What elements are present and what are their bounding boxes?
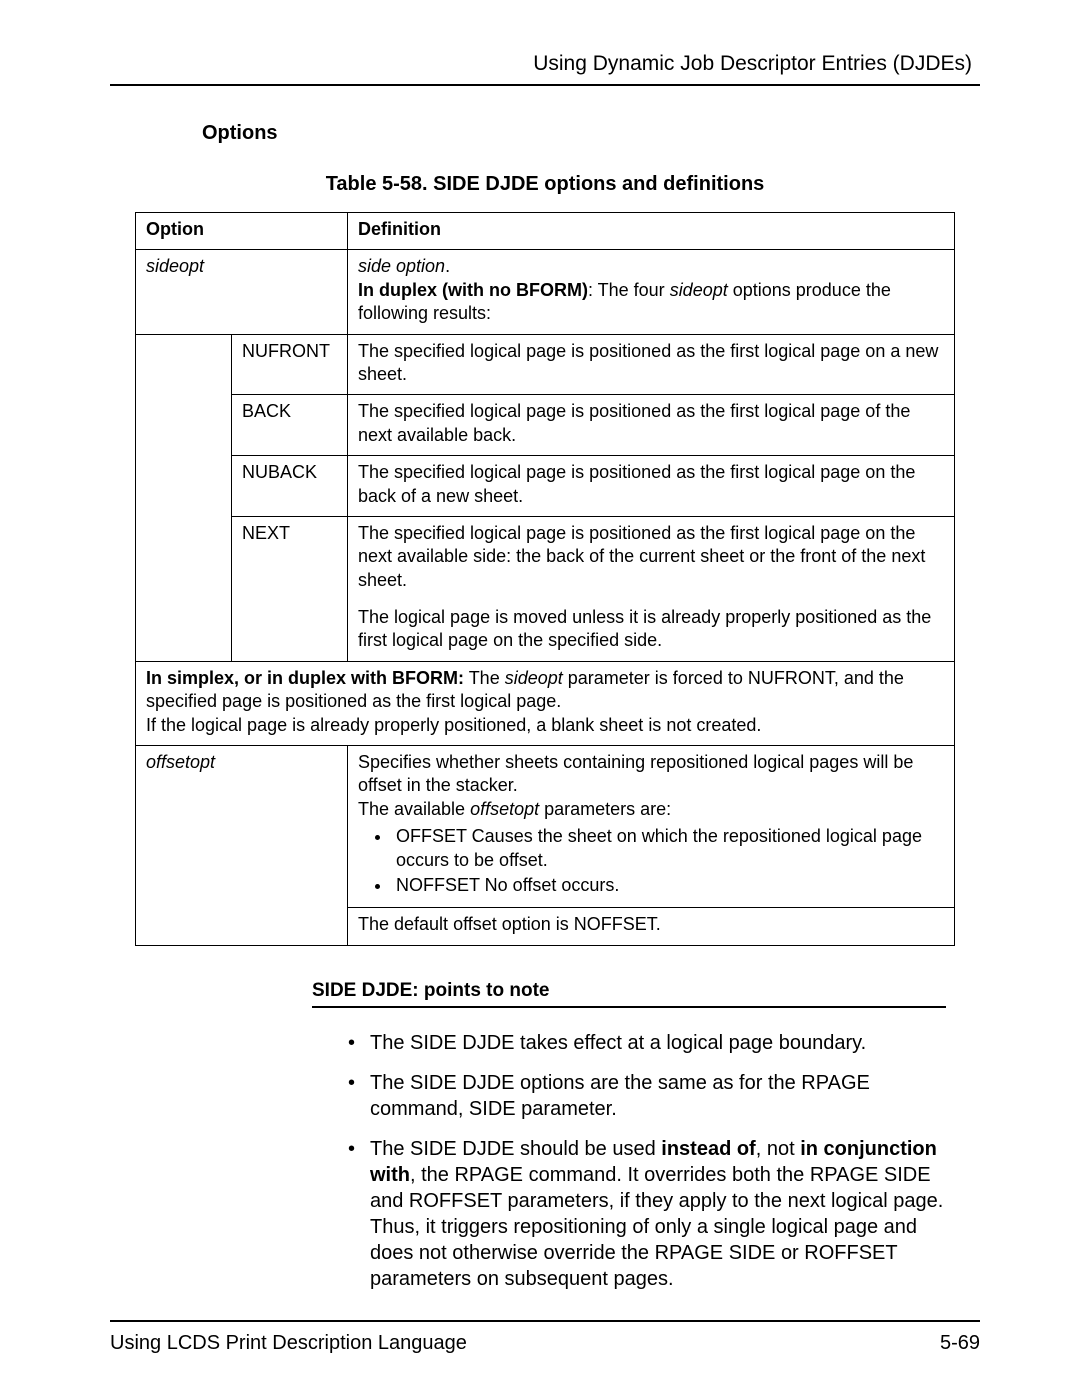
table-row-sideopt: sideopt side option. In duplex (with no … — [136, 250, 955, 334]
cell-sideopt-name: sideopt — [136, 250, 348, 334]
table-caption: Table 5-58. SIDE DJDE options and defini… — [110, 173, 980, 196]
document-page: Using Dynamic Job Descriptor Entries (DJ… — [0, 0, 1080, 1397]
sideopt-def-bold: In duplex (with no BFORM) — [358, 280, 588, 300]
cell-next-def: The specified logical page is positioned… — [348, 516, 955, 661]
cell-offsetopt-def2: The default offset option is NOFFSET. — [348, 908, 955, 945]
cell-sideopt-def: side option. In duplex (with no BFORM): … — [348, 250, 955, 334]
table-row: NUFRONT The specified logical page is po… — [136, 334, 955, 395]
table-row-offsetopt: offsetopt Specifies whether sheets conta… — [136, 746, 955, 908]
cell-next-name: NEXT — [232, 516, 348, 661]
offsetopt-p1b-post: parameters are: — [539, 799, 671, 819]
offsetopt-p1a: Specifies whether sheets containing repo… — [358, 752, 913, 795]
cell-subopt-name: NUBACK — [232, 456, 348, 517]
cell-subopt-def: The specified logical page is positioned… — [348, 334, 955, 395]
sideopt-def-tail-a: : The four — [588, 280, 670, 300]
cell-offsetopt-def1: Specifies whether sheets containing repo… — [348, 746, 955, 908]
table-row: NUBACK The specified logical page is pos… — [136, 456, 955, 517]
item3-b1: instead of — [661, 1138, 755, 1160]
section-heading-options: Options — [202, 122, 980, 145]
sideopt-def-tail-italic: sideopt — [670, 280, 733, 300]
options-table: Option Definition sideopt side option. I… — [135, 212, 955, 946]
page-header: Using Dynamic Job Descriptor Entries (DJ… — [110, 52, 980, 86]
table-head-row: Option Definition — [136, 213, 955, 250]
item3-post: , the RPAGE command. It overrides both t… — [370, 1164, 943, 1290]
item3-pre: The SIDE DJDE should be used — [370, 1138, 661, 1160]
footer-left: Using LCDS Print Description Language — [110, 1332, 467, 1355]
simplex-italic: sideopt — [505, 668, 563, 688]
sideopt-def-italic: side option — [358, 256, 445, 276]
points-heading-wrap: SIDE DJDE: points to note — [312, 980, 946, 1008]
offsetopt-p1b-pre: The available — [358, 799, 470, 819]
footer-right: 5-69 — [940, 1332, 980, 1355]
next-p2: The logical page is moved unless it is a… — [358, 606, 944, 653]
points-heading: SIDE DJDE: points to note — [312, 980, 946, 1008]
offsetopt-p1b-italic: offsetopt — [470, 799, 539, 819]
cell-simplex: In simplex, or in duplex with BFORM: The… — [136, 661, 955, 745]
table-row-next: NEXT The specified logical page is posit… — [136, 516, 955, 661]
cell-offsetopt-name: offsetopt — [136, 746, 348, 946]
simplex-bold: In simplex, or in duplex with BFORM: — [146, 668, 464, 688]
page-footer: Using LCDS Print Description Language 5-… — [110, 1320, 980, 1355]
next-p1: The specified logical page is positioned… — [358, 522, 944, 592]
simplex-a: The — [464, 668, 505, 688]
list-item: The SIDE DJDE options are the same as fo… — [342, 1070, 946, 1122]
table-row: BACK The specified logical page is posit… — [136, 395, 955, 456]
list-item: NOFFSET No offset occurs. — [392, 874, 944, 897]
item3-mid: , not — [756, 1138, 800, 1160]
head-definition: Definition — [348, 213, 955, 250]
table-row-simplex: In simplex, or in duplex with BFORM: The… — [136, 661, 955, 745]
cell-subopt-def: The specified logical page is positioned… — [348, 456, 955, 517]
cell-subopt-def: The specified logical page is positioned… — [348, 395, 955, 456]
list-item: The SIDE DJDE should be used instead of,… — [342, 1136, 946, 1292]
offsetopt-bullets: OFFSET Causes the sheet on which the rep… — [358, 825, 944, 897]
cell-subopt-name: NUFRONT — [232, 334, 348, 395]
list-item: The SIDE DJDE takes effect at a logical … — [342, 1030, 946, 1056]
cell-empty — [136, 334, 232, 661]
simplex-line2: If the logical page is already properly … — [146, 715, 761, 735]
head-option: Option — [136, 213, 348, 250]
cell-subopt-name: BACK — [232, 395, 348, 456]
list-item: OFFSET Causes the sheet on which the rep… — [392, 825, 944, 872]
points-list: The SIDE DJDE takes effect at a logical … — [342, 1030, 946, 1292]
